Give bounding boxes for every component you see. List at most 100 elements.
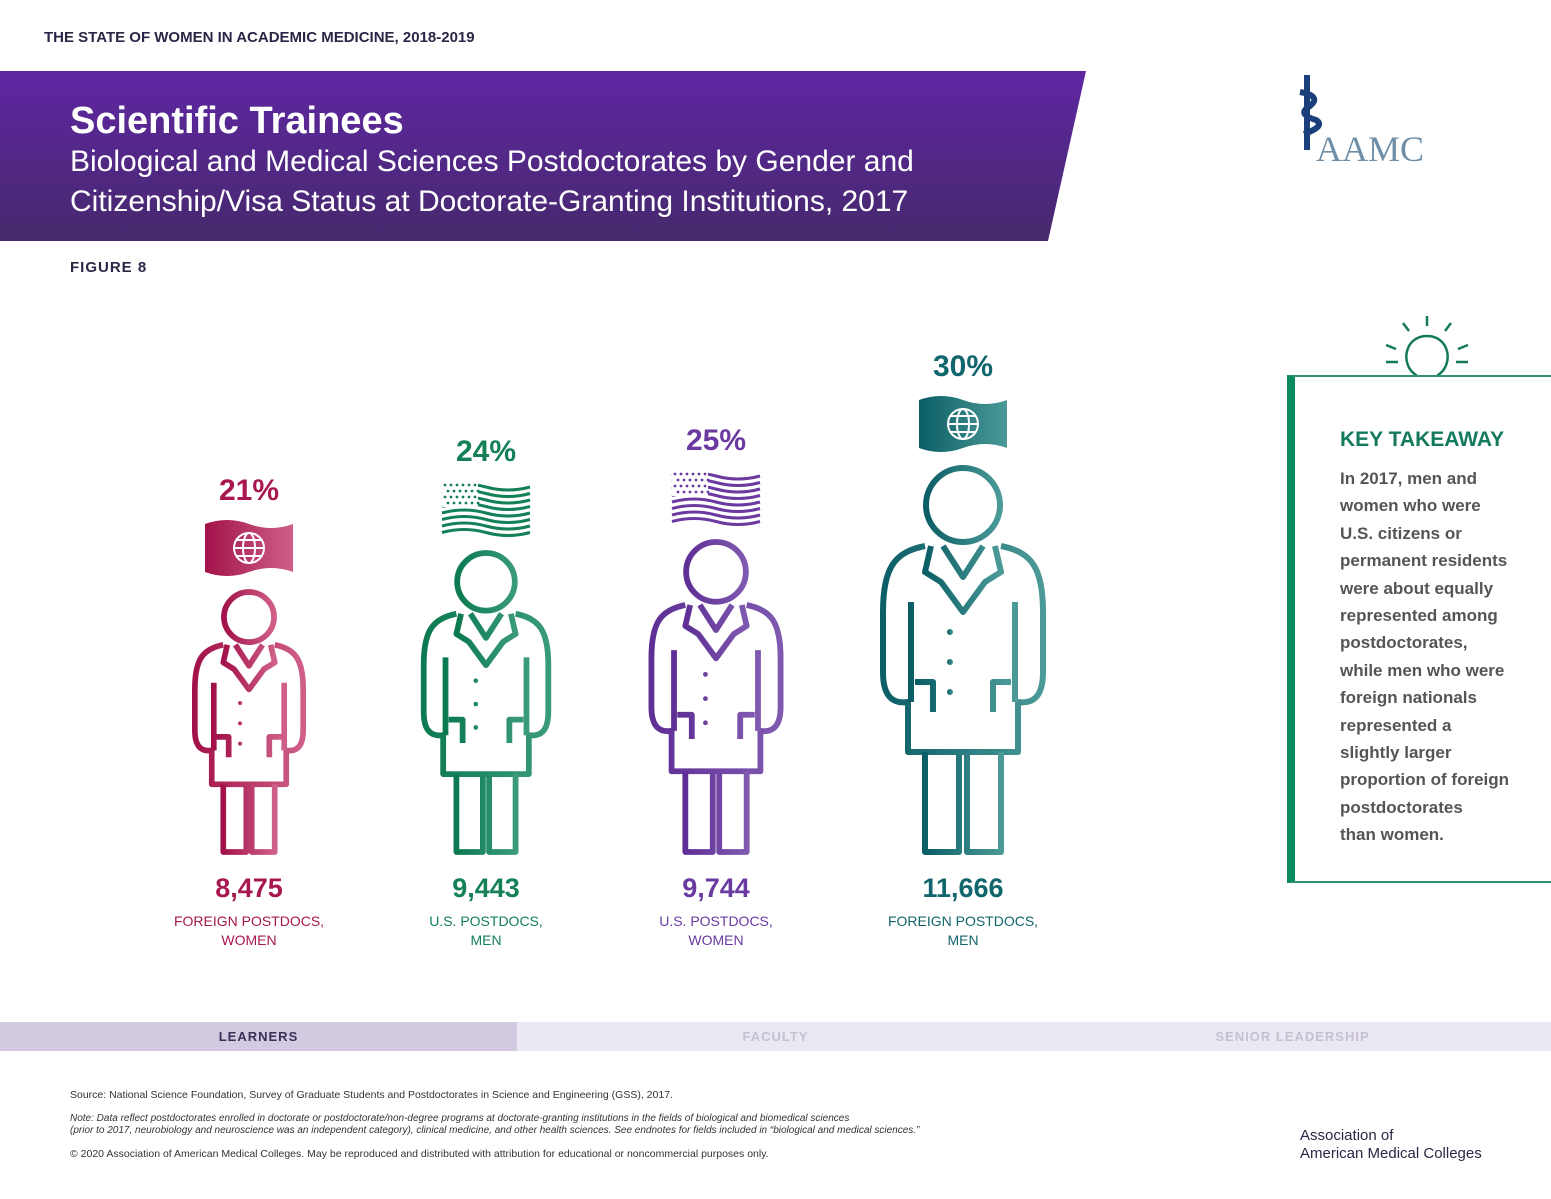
lapels <box>922 544 1004 615</box>
flag-star <box>703 484 707 488</box>
percent-label: 25% <box>686 424 746 457</box>
flag-star <box>691 472 695 476</box>
group-label: WOMEN <box>221 932 276 948</box>
org-name: American Medical Colleges <box>1300 1145 1482 1162</box>
button <box>473 725 479 730</box>
globe <box>948 415 978 433</box>
takeaway-line: represented among <box>1340 606 1498 625</box>
takeaway-line: were about equally <box>1340 578 1494 598</box>
pockets <box>216 734 282 758</box>
takeaway-line: permanent residents <box>1340 551 1508 571</box>
flag-star <box>679 472 683 476</box>
group-label: FOREIGN POSTDOCS, <box>174 913 324 929</box>
flag-star <box>706 478 710 482</box>
flag-star <box>446 489 450 493</box>
button <box>703 720 708 726</box>
group-label: U.S. POSTDOCS, <box>659 913 773 929</box>
flag-star <box>446 501 450 505</box>
flag-star <box>458 501 462 505</box>
count-label: 9,443 <box>452 873 520 903</box>
flag-star <box>467 495 471 499</box>
coat <box>880 543 1046 755</box>
button <box>947 659 953 665</box>
globe-icon <box>947 408 979 440</box>
note: (prior to 2017, neurobiology and neurosc… <box>70 1125 920 1136</box>
flag-star <box>449 483 453 487</box>
legs <box>453 774 519 855</box>
head <box>923 465 1003 545</box>
flag <box>205 520 293 576</box>
arms <box>671 650 761 731</box>
flag-star <box>700 490 704 494</box>
takeaway-line: U.S. citizens or <box>1340 523 1462 543</box>
button <box>473 678 479 684</box>
flag-star <box>685 472 689 476</box>
takeaway-title: KEY TAKEAWAY <box>1340 428 1505 451</box>
flag-star <box>464 501 468 505</box>
arms <box>908 602 1018 702</box>
flag-star <box>464 489 468 493</box>
flag-stripe <box>671 517 761 526</box>
flag-star <box>706 490 710 494</box>
button <box>947 689 953 695</box>
flag-star <box>461 495 465 499</box>
flag-star <box>700 478 704 482</box>
flag-stripe <box>441 508 531 518</box>
button <box>473 701 479 707</box>
flag-star <box>470 501 474 505</box>
button <box>947 629 953 635</box>
header-banner <box>0 71 1086 241</box>
group-label: WOMEN <box>688 932 743 948</box>
person-figure <box>191 589 307 855</box>
takeaway-line: than women. <box>1340 825 1444 845</box>
flag-star <box>458 489 462 493</box>
legs <box>922 752 1004 855</box>
flag-star <box>467 483 471 487</box>
flag-star <box>688 478 692 482</box>
flag-star <box>694 478 698 482</box>
flag-star <box>473 483 477 487</box>
flag-star <box>676 478 680 482</box>
tab[interactable]: FACULTY <box>517 1022 1034 1051</box>
head <box>683 539 749 605</box>
pockets <box>448 716 524 743</box>
flag-star <box>449 495 453 499</box>
flag-star <box>688 490 692 494</box>
logo-text: AAMC <box>1316 129 1425 169</box>
tab[interactable]: LEARNERS <box>0 1022 517 1051</box>
group-label: MEN <box>470 932 501 948</box>
flag-star <box>470 489 474 493</box>
flag-star <box>703 472 707 476</box>
percent-label: 21% <box>219 474 279 507</box>
takeaway-line: postdoctorates, <box>1340 633 1468 653</box>
button <box>703 696 708 702</box>
flag <box>671 470 761 526</box>
flag-stripe <box>441 528 531 537</box>
flag-star <box>673 484 677 488</box>
takeaway-line: proportion of foreign <box>1340 770 1510 790</box>
flag-star <box>682 478 686 482</box>
button <box>238 721 243 726</box>
flag-star <box>443 483 447 487</box>
takeaway-line: slightly larger <box>1340 743 1452 762</box>
flag-star <box>685 484 689 488</box>
head <box>454 550 518 614</box>
note: Note: Data reflect postdoctorates enroll… <box>70 1113 850 1124</box>
count-label: 9,744 <box>682 873 750 903</box>
flag <box>441 481 531 537</box>
figure-label: FIGURE 8 <box>70 259 148 276</box>
subtitle: Biological and Medical Sciences Postdoct… <box>70 145 914 178</box>
page-title: Scientific Trainees <box>70 100 404 142</box>
pockets <box>677 711 755 739</box>
group-label: U.S. POSTDOCS, <box>429 913 543 929</box>
button <box>703 671 708 677</box>
flag-star <box>452 501 456 505</box>
tab[interactable]: SENIOR LEADERSHIP <box>1034 1022 1551 1051</box>
coat <box>420 610 552 778</box>
flag-star <box>461 483 465 487</box>
legs <box>682 771 750 855</box>
person-figure <box>648 539 784 855</box>
group-label: MEN <box>947 932 978 948</box>
